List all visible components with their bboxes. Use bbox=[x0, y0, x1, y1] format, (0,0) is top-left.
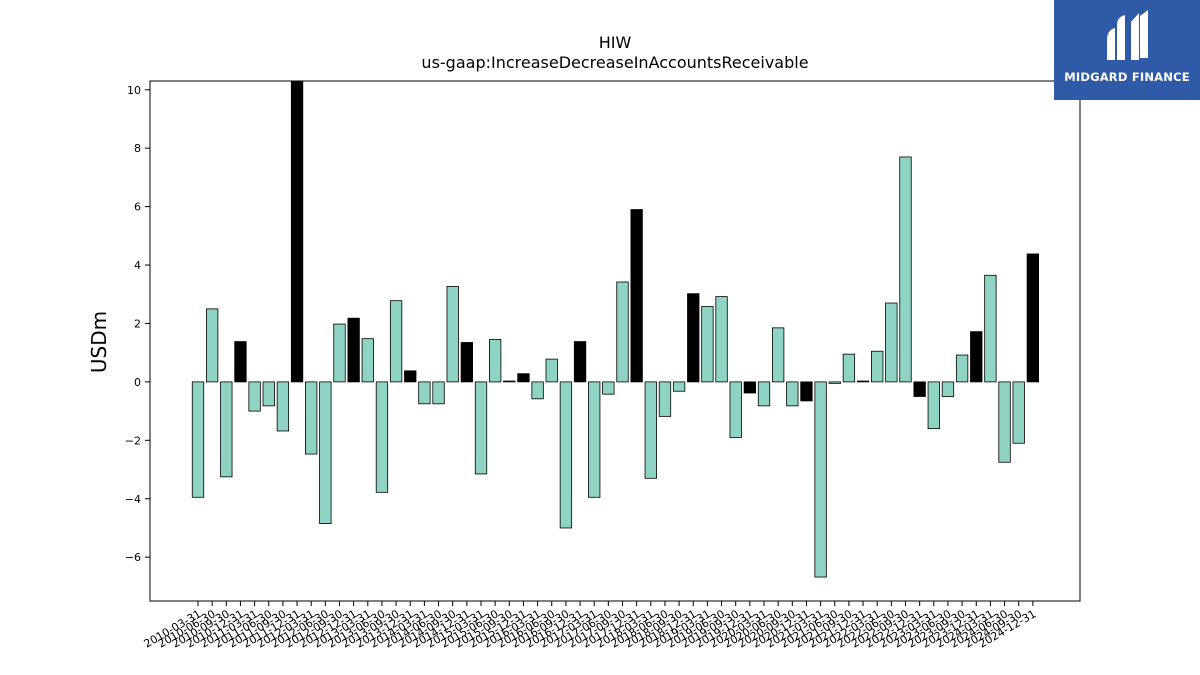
bar-2024-06-30 bbox=[998, 381, 1011, 463]
bar-2024-09-30 bbox=[1012, 381, 1025, 444]
bar-2017-09-30 bbox=[616, 281, 629, 383]
bar-2021-12-31 bbox=[856, 380, 870, 383]
brand-mark-icon bbox=[1107, 10, 1148, 60]
bar-2011-06-30 bbox=[262, 381, 275, 407]
bar-2019-12-31 bbox=[743, 381, 756, 394]
x-axis: 2010-03-312010-06-302010-09-302010-12-31… bbox=[142, 601, 1038, 651]
bar-2022-12-31 bbox=[913, 381, 926, 397]
bar-2011-12-31 bbox=[290, 80, 304, 383]
bar-2014-03-31 bbox=[418, 381, 431, 405]
y-tick-label: 4 bbox=[134, 259, 141, 272]
bar-2016-09-30 bbox=[559, 381, 573, 529]
bar-2024-12-31 bbox=[1026, 253, 1039, 383]
bar-2015-09-30 bbox=[503, 380, 516, 383]
bar-2010-09-30 bbox=[220, 381, 233, 478]
bar-2014-09-30 bbox=[446, 285, 459, 383]
bar-2019-03-31 bbox=[701, 306, 714, 383]
bar-2015-03-31 bbox=[474, 381, 488, 475]
bar-2020-06-30 bbox=[772, 327, 785, 383]
bar-2012-09-30 bbox=[333, 323, 346, 383]
brand-logo: MIDGARD FINANCE bbox=[1054, 0, 1200, 100]
bar-2014-12-31 bbox=[460, 342, 474, 383]
y-axis: −6 −4 −2 0 2 4 6 8 10 bbox=[125, 84, 150, 564]
bar-2022-09-30 bbox=[899, 156, 912, 383]
y-axis-label: USDm bbox=[87, 311, 111, 373]
bar-2010-03-31 bbox=[191, 381, 205, 498]
bar-2020-09-30 bbox=[786, 381, 799, 407]
bar-2012-06-30 bbox=[319, 381, 332, 524]
bar-2017-06-30 bbox=[602, 381, 615, 395]
bar-2018-12-31 bbox=[687, 293, 700, 383]
bar-2016-06-30 bbox=[545, 358, 558, 383]
bar-2012-03-31 bbox=[305, 381, 318, 455]
bar-2020-12-31 bbox=[800, 381, 813, 402]
bar-2018-09-30 bbox=[672, 381, 686, 392]
bar-2021-06-30 bbox=[828, 381, 841, 384]
bar-2023-03-31 bbox=[927, 381, 940, 430]
bar-2015-06-30 bbox=[488, 339, 502, 383]
bar-2010-06-30 bbox=[205, 308, 219, 383]
bar-2013-09-30 bbox=[389, 300, 403, 383]
bar-2017-12-31 bbox=[630, 209, 643, 383]
y-tick-label: −2 bbox=[125, 434, 141, 447]
brand-name: MIDGARD FINANCE bbox=[1064, 70, 1190, 84]
y-tick-label: 2 bbox=[134, 317, 141, 330]
chart-title: HIW bbox=[599, 33, 632, 52]
bar-2023-12-31 bbox=[970, 331, 983, 383]
bar-2011-09-30 bbox=[276, 381, 290, 432]
bar-2019-06-30 bbox=[715, 296, 728, 383]
bar-2013-06-30 bbox=[375, 381, 389, 493]
bar-2014-06-30 bbox=[432, 381, 445, 405]
bar-2018-03-31 bbox=[644, 381, 657, 479]
bars-group bbox=[191, 80, 1039, 578]
bar-2021-09-30 bbox=[842, 353, 856, 383]
y-tick-label: 10 bbox=[127, 84, 141, 97]
bar-2013-12-31 bbox=[404, 370, 417, 383]
y-tick-label: 8 bbox=[134, 142, 141, 155]
bar-2010-12-31 bbox=[234, 341, 247, 383]
bar-2021-03-31 bbox=[814, 381, 827, 578]
bar-2024-03-31 bbox=[984, 274, 997, 383]
bar-2023-06-30 bbox=[941, 381, 955, 397]
bar-2013-03-31 bbox=[361, 338, 374, 383]
bar-2015-12-31 bbox=[517, 373, 530, 383]
chart-subtitle: us-gaap:IncreaseDecreaseInAccountsReceiv… bbox=[421, 53, 808, 72]
bar-2012-12-31 bbox=[347, 317, 360, 383]
bar-2017-03-31 bbox=[588, 381, 601, 498]
plot-frame bbox=[149, 80, 1081, 602]
y-tick-label: −4 bbox=[125, 493, 141, 506]
bar-2019-09-30 bbox=[729, 381, 742, 438]
y-tick-label: 0 bbox=[134, 376, 141, 389]
bar-2018-06-30 bbox=[658, 381, 672, 417]
bar-2023-09-30 bbox=[955, 354, 969, 383]
bar-2016-12-31 bbox=[573, 341, 587, 383]
bar-2022-03-31 bbox=[871, 350, 884, 383]
bar-2020-03-31 bbox=[757, 381, 771, 407]
y-tick-label: −6 bbox=[125, 551, 141, 564]
y-tick-label: 6 bbox=[134, 201, 141, 214]
bar-2011-03-31 bbox=[248, 381, 261, 412]
bar-2016-03-31 bbox=[531, 381, 544, 400]
bar-2022-06-30 bbox=[885, 302, 898, 383]
